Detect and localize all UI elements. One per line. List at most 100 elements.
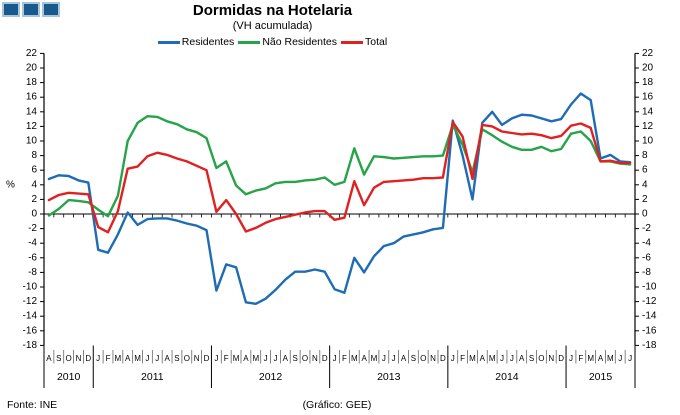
- month-label: J: [96, 354, 100, 363]
- y-tick-label-left: -14: [23, 311, 38, 322]
- month-label: M: [371, 354, 378, 363]
- y-tick-label-right: -16: [642, 325, 657, 336]
- legend-item: Residentes: [157, 36, 235, 48]
- month-label: M: [489, 354, 496, 363]
- month-label: A: [401, 354, 407, 363]
- y-axis-unit-label: %: [6, 179, 15, 190]
- credit-note: (Gráfico: GEE): [302, 399, 372, 411]
- y-tick-label-right: -2: [642, 223, 651, 234]
- y-tick-label-left: 10: [26, 136, 38, 147]
- y-tick-label-left: 14: [26, 106, 38, 117]
- legend-swatch-icon: [341, 40, 364, 44]
- month-label: D: [204, 354, 210, 363]
- month-label: J: [214, 354, 218, 363]
- year-label: 2013: [377, 371, 401, 383]
- y-tick-label-right: -14: [642, 311, 657, 322]
- month-label: M: [134, 354, 141, 363]
- y-tick-label-right: 18: [642, 77, 654, 88]
- y-tick-label-right: -4: [642, 238, 651, 249]
- y-tick-label-left: 18: [26, 77, 38, 88]
- y-tick-label-right: 6: [642, 165, 648, 176]
- logo-square-icon: [42, 2, 60, 17]
- y-tick-label-left: 20: [26, 63, 38, 74]
- month-label: J: [628, 354, 632, 363]
- legend-label: Total: [365, 36, 388, 48]
- month-label: D: [322, 354, 328, 363]
- month-label: M: [351, 354, 358, 363]
- month-label: O: [538, 354, 544, 363]
- y-tick-label-left: 4: [31, 179, 37, 190]
- month-label: J: [569, 354, 573, 363]
- month-label: M: [252, 354, 259, 363]
- month-label: N: [312, 354, 318, 363]
- year-label: 2011: [141, 371, 164, 383]
- year-label: 2015: [589, 371, 613, 383]
- y-tick-label-left: -6: [28, 252, 37, 263]
- month-label: D: [85, 354, 91, 363]
- month-label: J: [392, 354, 396, 363]
- y-tick-label-right: -18: [642, 340, 657, 351]
- legend-swatch-icon: [157, 40, 180, 44]
- month-label: J: [510, 354, 514, 363]
- month-label: F: [106, 354, 111, 363]
- legend-swatch-icon: [238, 40, 261, 44]
- y-tick-label-left: 22: [26, 48, 38, 59]
- y-tick-label-right: -8: [642, 267, 651, 278]
- legend: Residentes Não Residentes Total: [0, 36, 545, 48]
- y-tick-label-left: -12: [23, 296, 38, 307]
- y-tick-label-left: 16: [26, 92, 38, 103]
- series-line-residentes: [47, 92, 632, 305]
- legend-item: Não Residentes: [238, 36, 337, 48]
- y-tick-label-left: -18: [23, 340, 38, 351]
- y-tick-label-right: 4: [642, 179, 648, 190]
- month-label: N: [430, 354, 436, 363]
- month-label: J: [273, 354, 277, 363]
- y-tick-label-left: 6: [31, 165, 37, 176]
- y-tick-label-right: -12: [642, 296, 657, 307]
- month-label: A: [164, 354, 170, 363]
- month-label: M: [233, 354, 240, 363]
- month-label: A: [125, 354, 131, 363]
- y-tick-label-left: -2: [28, 223, 37, 234]
- logo-square-icon: [22, 2, 40, 17]
- y-tick-label-left: 2: [31, 194, 37, 205]
- gee-logo: [2, 2, 60, 17]
- chart-title: Dormidas na Hotelaria: [192, 2, 353, 19]
- y-tick-label-right: 12: [642, 121, 654, 132]
- month-label: N: [548, 354, 554, 363]
- month-label: J: [451, 354, 455, 363]
- month-label: A: [46, 354, 52, 363]
- month-label: J: [264, 354, 268, 363]
- month-label: S: [174, 354, 179, 363]
- month-label: O: [302, 354, 308, 363]
- month-label: M: [469, 354, 476, 363]
- month-label: J: [333, 354, 337, 363]
- series-line-total: [47, 120, 632, 234]
- legend-label: Residentes: [181, 36, 235, 48]
- series-line-não-residentes: [47, 114, 632, 218]
- y-tick-label-left: 12: [26, 121, 38, 132]
- month-label: D: [440, 354, 446, 363]
- month-label: J: [500, 354, 504, 363]
- y-tick-label-left: 8: [31, 150, 37, 161]
- y-tick-label-right: 8: [642, 150, 648, 161]
- month-label: M: [607, 354, 614, 363]
- month-label: A: [480, 354, 486, 363]
- month-label: J: [618, 354, 622, 363]
- y-tick-label-right: 0: [642, 209, 648, 220]
- month-label: O: [66, 354, 72, 363]
- y-tick-label-left: -4: [28, 238, 37, 249]
- month-label: N: [194, 354, 200, 363]
- month-label: A: [519, 354, 525, 363]
- month-label: S: [293, 354, 298, 363]
- month-label: F: [578, 354, 583, 363]
- y-tick-label-right: 10: [642, 136, 654, 147]
- y-tick-label-right: 2: [642, 194, 648, 205]
- y-tick-label-left: -16: [23, 325, 38, 336]
- y-tick-label-right: -10: [642, 282, 657, 293]
- source-note: Fonte: INE: [7, 399, 58, 411]
- y-tick-label-right: 20: [642, 63, 654, 74]
- year-label: 2010: [57, 371, 81, 383]
- month-label: O: [184, 354, 190, 363]
